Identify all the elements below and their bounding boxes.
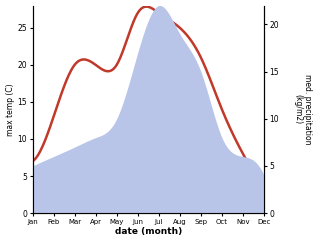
X-axis label: date (month): date (month) — [114, 227, 182, 236]
Y-axis label: med. precipitation
(kg/m2): med. precipitation (kg/m2) — [293, 74, 313, 144]
Y-axis label: max temp (C): max temp (C) — [5, 83, 15, 136]
